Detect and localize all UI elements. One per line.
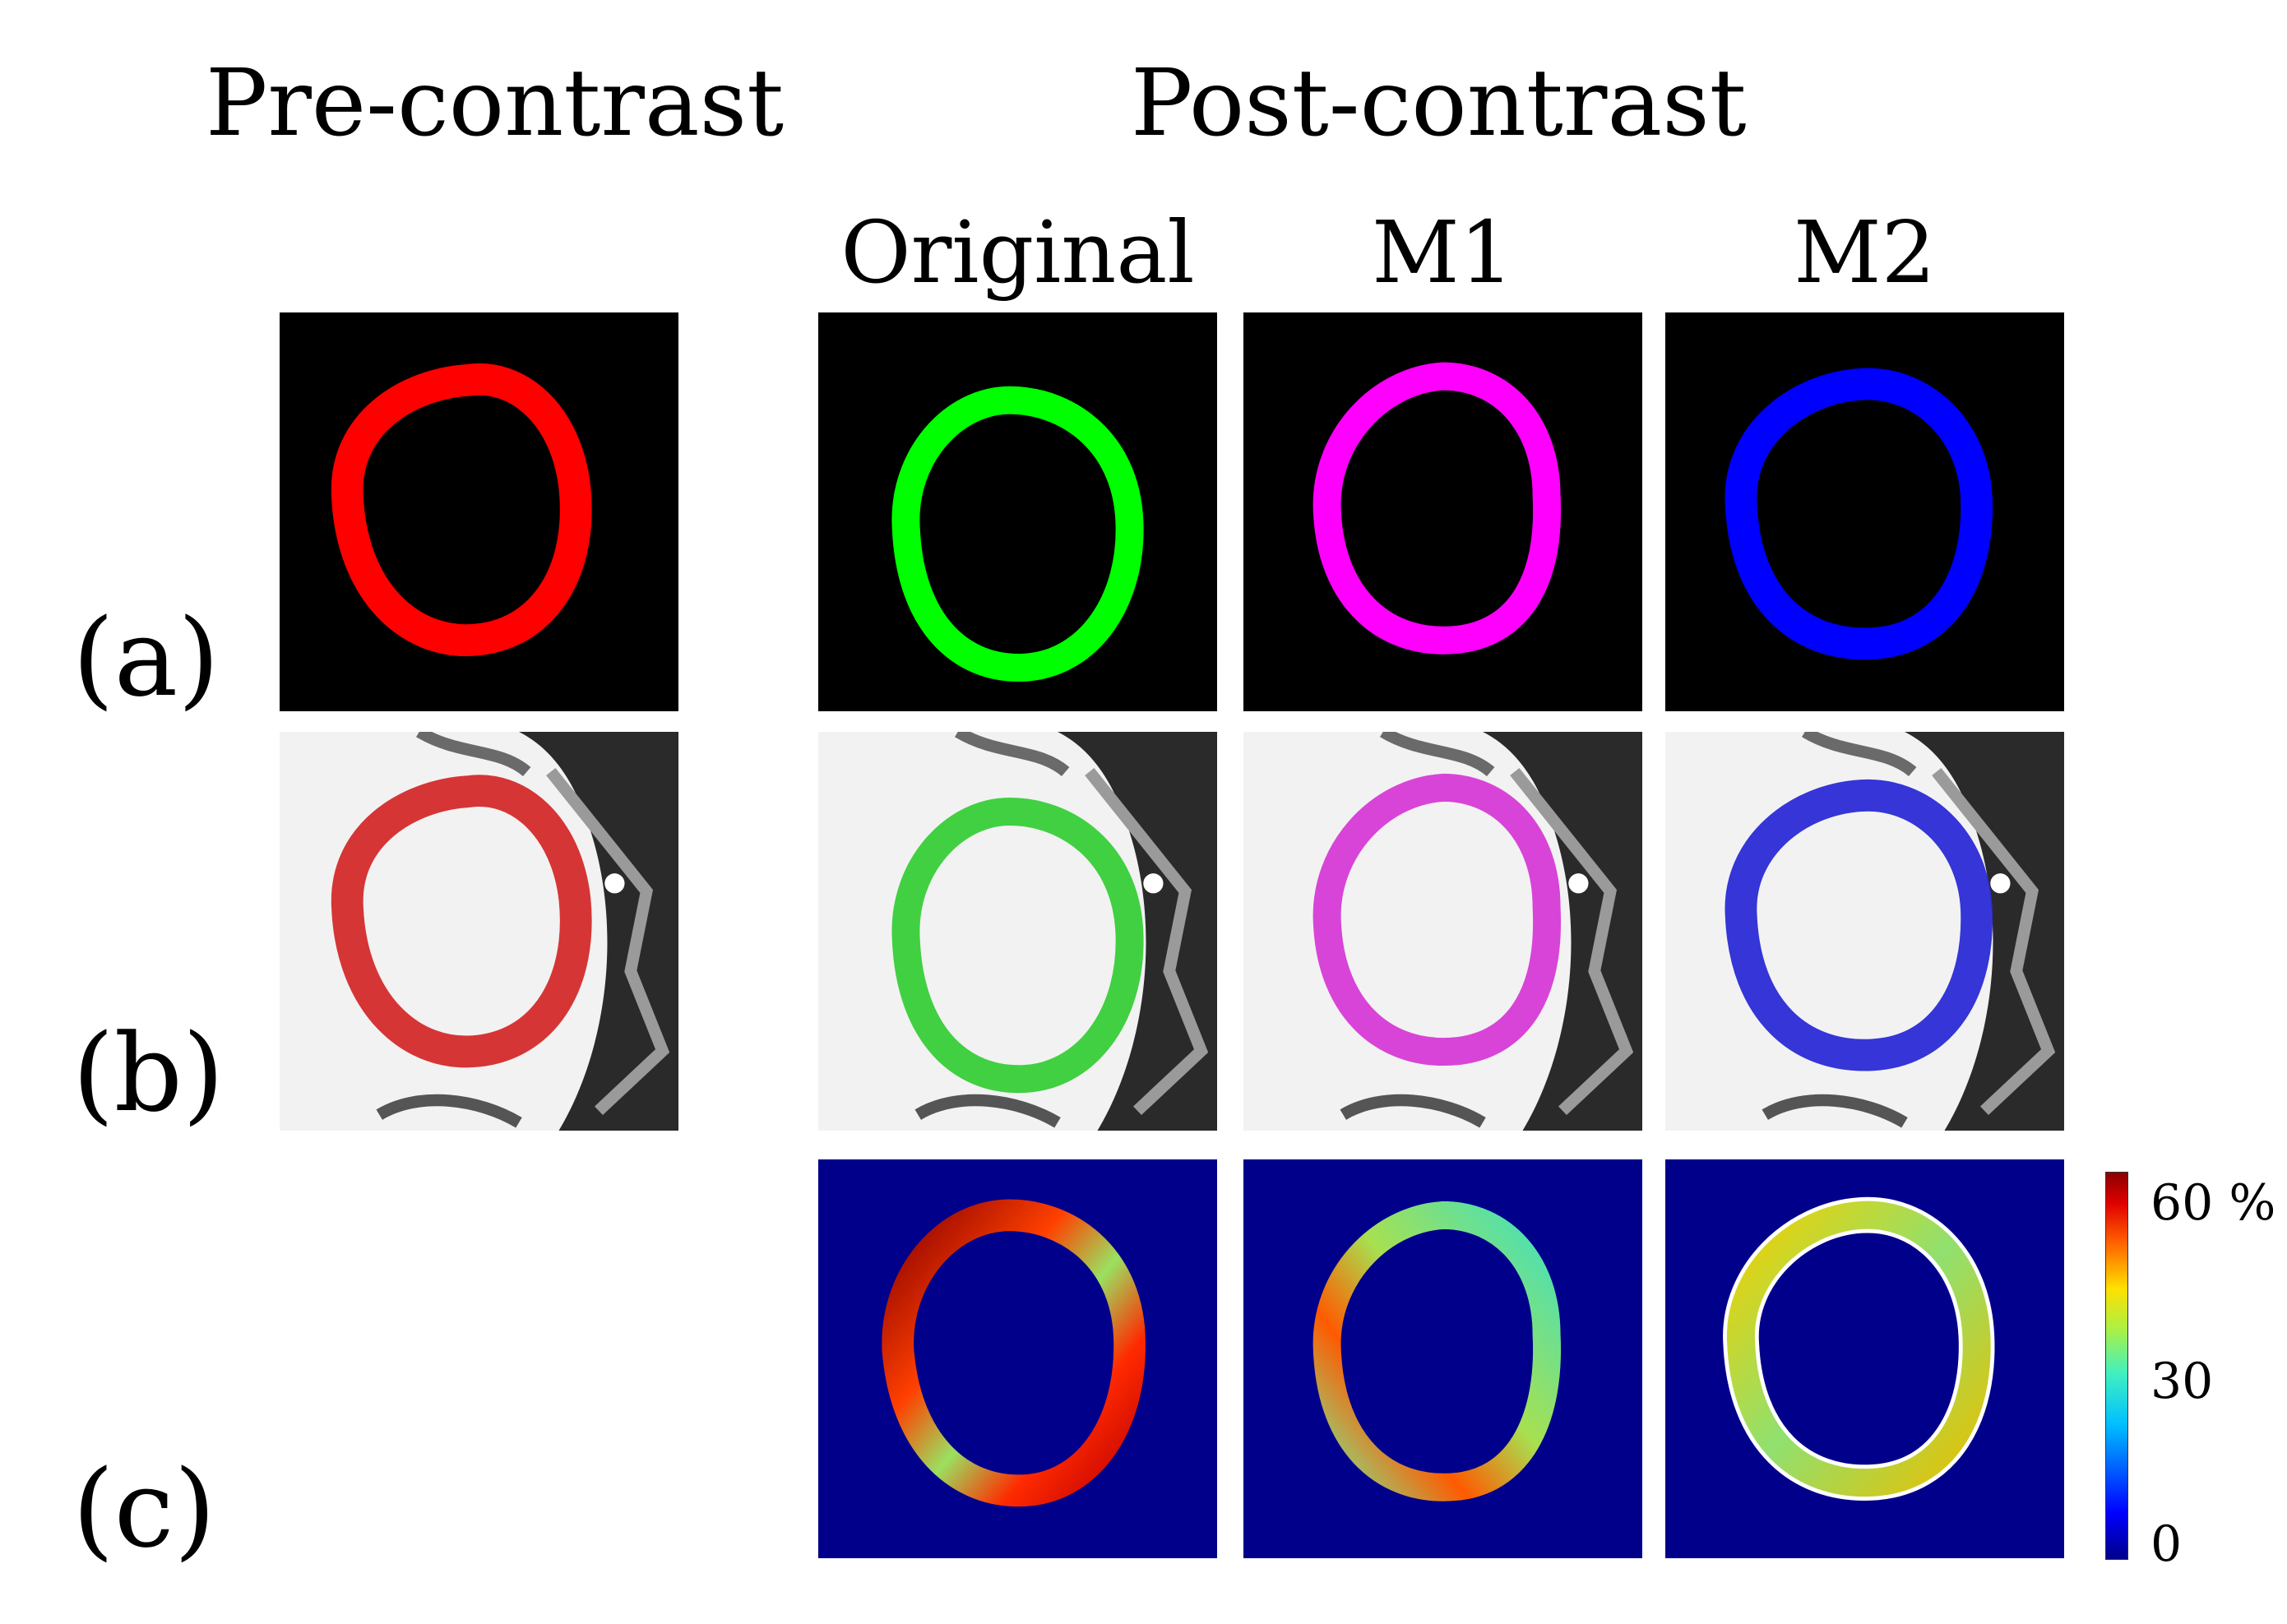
row-label-b: (b): [72, 1011, 225, 1136]
overlay-m2: [1665, 732, 2064, 1131]
mask-m1: [1243, 312, 1642, 711]
overlay-m1: [1243, 732, 1642, 1131]
colorbar-tick-0: 0: [2150, 1515, 2183, 1573]
row-label-a: (a): [72, 595, 220, 720]
header-m1: M1: [1372, 202, 1514, 303]
error-map-m2: [1665, 1159, 2064, 1558]
header-pre-contrast: Pre-contrast: [206, 50, 785, 157]
colorbar: [2105, 1172, 2128, 1560]
error-map-m1: [1243, 1159, 1642, 1558]
mask-pre-contrast: [280, 312, 678, 711]
row-label-c: (c): [72, 1446, 216, 1571]
mask-m2: [1665, 312, 2064, 711]
header-original: Original: [840, 202, 1195, 303]
header-m2: M2: [1794, 202, 1936, 303]
error-map-original: [818, 1159, 1217, 1558]
header-post-contrast: Post-contrast: [1131, 50, 1747, 157]
colorbar-tick-30: 30: [2150, 1353, 2214, 1410]
overlay-original: [818, 732, 1217, 1131]
colorbar-tick-60: 60 %: [2150, 1174, 2276, 1232]
overlay-pre-contrast: [280, 732, 678, 1131]
mask-original: [818, 312, 1217, 711]
